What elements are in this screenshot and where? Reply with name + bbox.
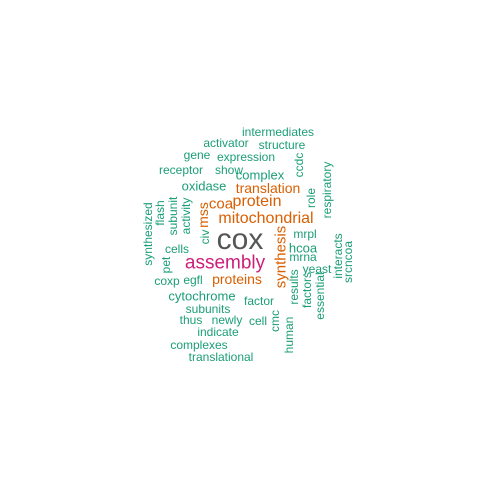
word-pet: pet (159, 256, 173, 274)
word-coxp: coxp (154, 274, 180, 288)
word-egfl: egfl (183, 273, 203, 287)
word-subunit: subunit (166, 196, 180, 236)
word-protein: protein (232, 193, 282, 210)
word-cells: cells (164, 242, 190, 256)
word-human: human (282, 316, 296, 354)
word-assembly: assembly (184, 252, 266, 274)
word-role: role (304, 187, 318, 209)
word-oxidase: oxidase (181, 178, 227, 194)
word-yeast: yeast (302, 262, 332, 276)
word-mrpl: mrpl (293, 227, 317, 241)
word-civ: civ (198, 229, 212, 245)
word-proteins: proteins (212, 271, 262, 287)
word-cmc: cmc (268, 310, 282, 332)
word-expression: expression (216, 150, 276, 164)
word-cytochrome: cytochrome (168, 288, 236, 304)
word-translation: translation (235, 180, 301, 196)
word-srcncoa: srcncoa (341, 240, 355, 284)
word-cox: cox (216, 223, 264, 256)
word-factor: factor (243, 294, 275, 308)
word-results: results (287, 269, 301, 305)
word-complex: complex (235, 167, 285, 183)
word-essential: essential (313, 272, 327, 320)
word-synthesized: synthesized (141, 202, 155, 266)
word-mitochondrial: mitochondrial (218, 210, 314, 227)
word-structure: structure (258, 138, 306, 152)
word-complexes: complexes (170, 338, 228, 352)
word-cell: cell (248, 314, 268, 328)
word-hcoa: hcoa (288, 240, 318, 256)
word-activity: activity (179, 197, 193, 235)
word-respiratory: respiratory (320, 161, 334, 219)
word-mrna: mrna (289, 250, 317, 264)
word-gene: gene (183, 148, 211, 162)
word-receptor: receptor (158, 163, 204, 177)
word-factors: factors (300, 271, 314, 309)
word-coa: coa (208, 195, 234, 213)
word-subunits: subunits (185, 302, 231, 316)
word-translational: translational (188, 350, 254, 364)
word-intermediates: intermediates (241, 125, 315, 139)
word-indicate: indicate (197, 325, 239, 339)
word-show: show (214, 163, 244, 177)
word-mss: mss (195, 202, 211, 228)
word-flash: flash (153, 200, 167, 226)
word-activator: activator (203, 136, 249, 150)
word-newly: newly (211, 313, 243, 327)
word-thus: thus (179, 313, 203, 327)
word-ccdc: ccdc (292, 152, 306, 178)
